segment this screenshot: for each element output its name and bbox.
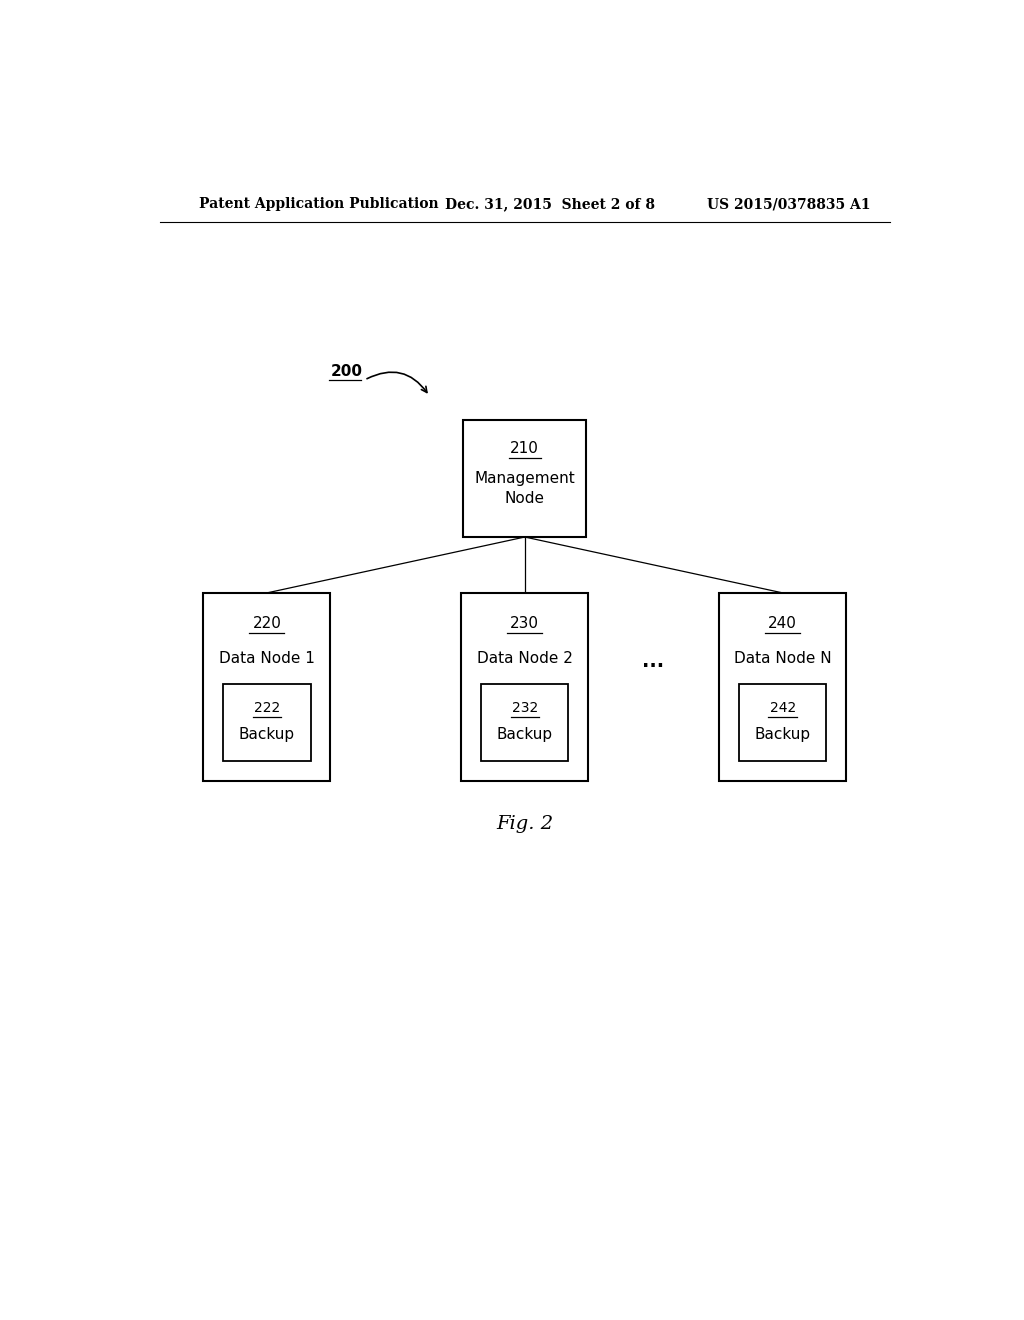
Bar [481,684,568,760]
Text: Patent Application Publication: Patent Application Publication [200,197,439,211]
Text: Data Node 2: Data Node 2 [477,652,572,667]
Text: 230: 230 [510,616,540,631]
Text: Data Node N: Data Node N [734,652,831,667]
Text: Backup: Backup [497,727,553,742]
Text: 240: 240 [768,616,797,631]
Bar [204,593,331,781]
Bar [739,684,826,760]
Bar [463,420,587,537]
Text: Backup: Backup [755,727,811,742]
Text: 232: 232 [512,701,538,714]
Text: 200: 200 [331,364,362,379]
Text: Dec. 31, 2015  Sheet 2 of 8: Dec. 31, 2015 Sheet 2 of 8 [445,197,655,211]
Text: Management
Node: Management Node [474,471,575,506]
Bar [223,684,310,760]
Text: 242: 242 [770,701,796,714]
Text: US 2015/0378835 A1: US 2015/0378835 A1 [708,197,870,211]
Text: Fig. 2: Fig. 2 [497,816,553,833]
Text: Backup: Backup [239,727,295,742]
Bar [461,593,588,781]
Text: 210: 210 [510,441,540,457]
Bar [719,593,846,781]
Text: 220: 220 [253,616,282,631]
Text: ...: ... [642,652,665,671]
Text: 222: 222 [254,701,280,714]
Text: Data Node 1: Data Node 1 [219,652,314,667]
